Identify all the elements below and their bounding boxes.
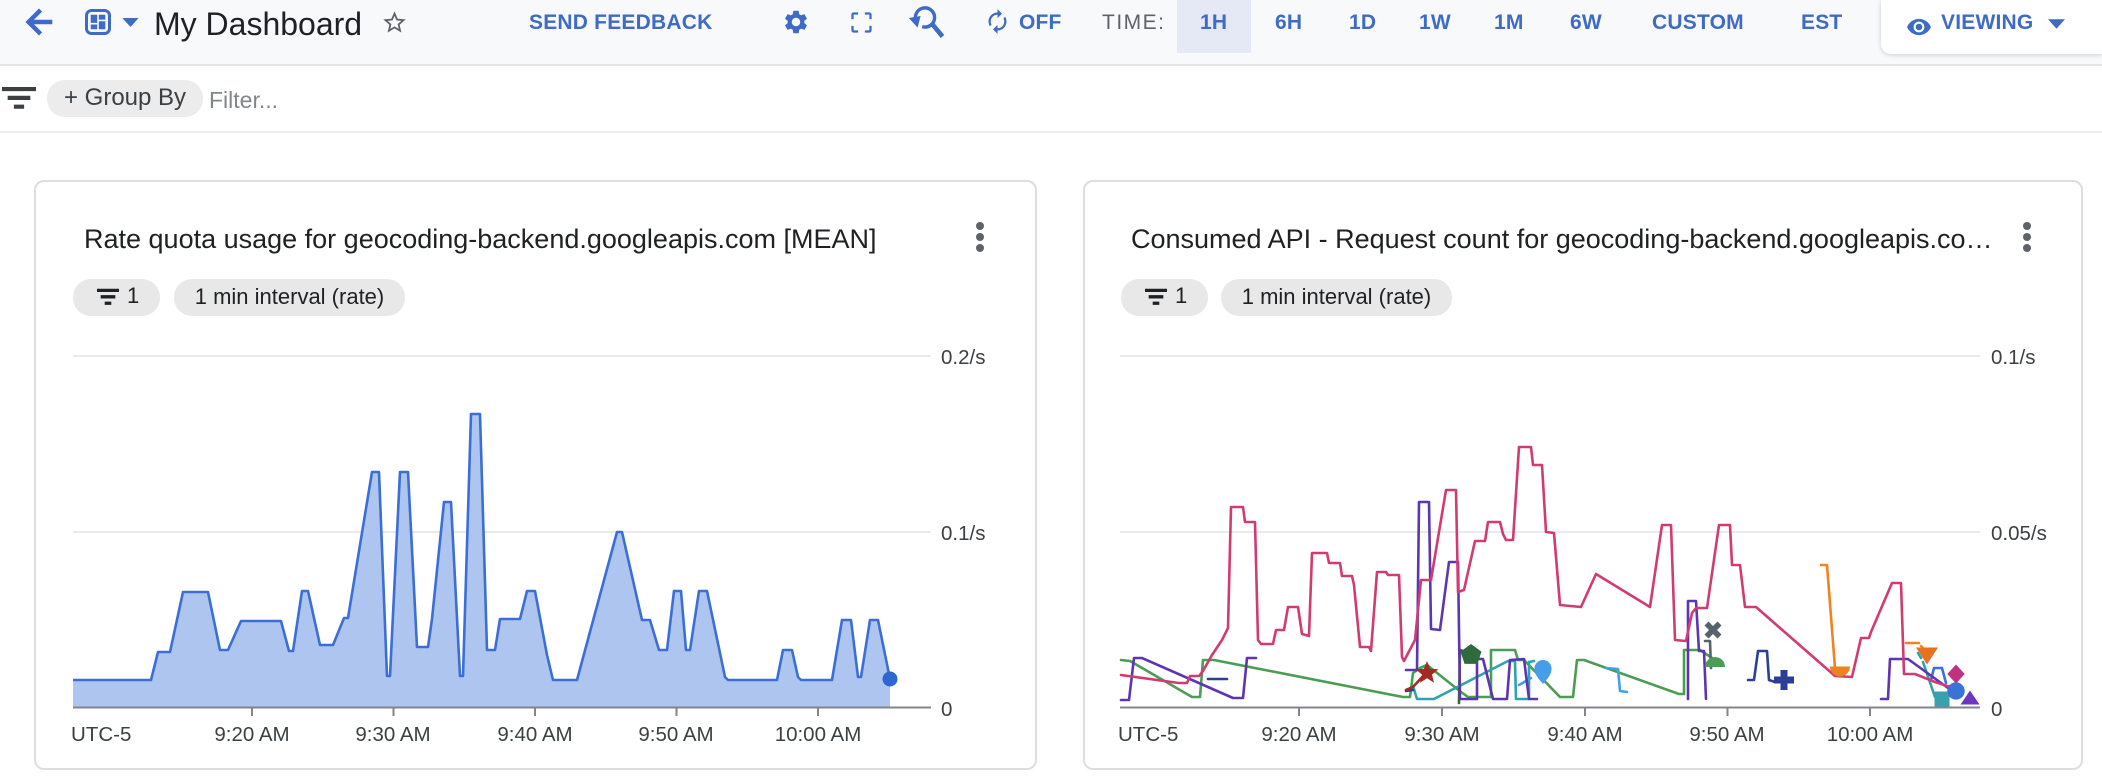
svg-text:9:20 AM: 9:20 AM <box>1261 723 1336 746</box>
svg-text:9:30 AM: 9:30 AM <box>1404 723 1479 746</box>
svg-text:9:20 AM: 9:20 AM <box>214 723 289 746</box>
svg-text:0.05/s: 0.05/s <box>1991 522 2047 545</box>
svg-text:0: 0 <box>1991 698 2002 721</box>
svg-text:10:00 AM: 10:00 AM <box>1827 723 1914 746</box>
svg-text:UTC-5: UTC-5 <box>71 723 131 746</box>
svg-text:9:30 AM: 9:30 AM <box>355 723 430 746</box>
svg-text:UTC-5: UTC-5 <box>1118 723 1178 746</box>
svg-text:9:40 AM: 9:40 AM <box>1547 723 1622 746</box>
svg-text:0.2/s: 0.2/s <box>941 346 985 369</box>
svg-text:0.1/s: 0.1/s <box>1991 346 2035 369</box>
svg-text:9:50 AM: 9:50 AM <box>638 723 713 746</box>
svg-text:9:50 AM: 9:50 AM <box>1689 723 1764 746</box>
svg-text:9:40 AM: 9:40 AM <box>497 723 572 746</box>
svg-text:0.1/s: 0.1/s <box>941 522 985 545</box>
svg-text:10:00 AM: 10:00 AM <box>775 723 862 746</box>
svg-text:0: 0 <box>941 698 952 721</box>
